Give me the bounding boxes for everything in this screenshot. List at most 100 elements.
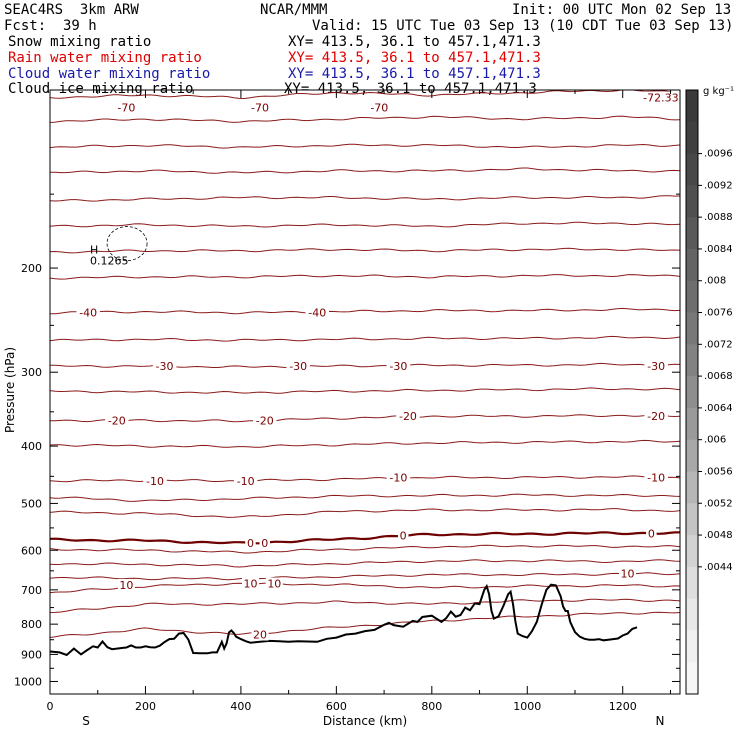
contour-label: -40 (308, 307, 326, 320)
y-tick-label: 400 (21, 440, 42, 453)
y-tick-label: 300 (21, 366, 42, 379)
high-marker-letter: H (90, 244, 98, 257)
contour-label: -10 (146, 475, 164, 488)
model-label: SEAC4RS 3km ARW (4, 2, 139, 18)
colorbar-swatch (686, 630, 698, 663)
colorbar-label: .0072 (704, 339, 733, 350)
isotherm-line (50, 195, 680, 202)
isotherm-line (50, 307, 680, 315)
field-snow-xy: XY= 413.5, 36.1 to 457.1,471.3 (288, 34, 541, 50)
colorbar-swatch (686, 312, 698, 345)
contour-label-bg (76, 306, 100, 319)
contour-label: 10 (243, 578, 257, 591)
isotherm-line (50, 439, 680, 448)
isotherm-line (50, 221, 680, 228)
colorbar-swatch (686, 90, 698, 123)
fcst-label: Fcst: 39 h (4, 18, 97, 34)
contour-label-bg (639, 91, 683, 104)
contour-label-bg (644, 410, 668, 423)
colorbar-swatch (686, 407, 698, 441)
colorbar-label: .008 (704, 276, 726, 287)
contour-label-bg (367, 101, 392, 114)
isotherm-line (50, 247, 680, 254)
contour-label: -30 (389, 360, 407, 373)
colorbar-label: .0088 (704, 212, 733, 223)
contour-label-bg (105, 414, 129, 427)
high-marker-value: 0.1265 (90, 255, 129, 268)
field-cloudice-xy: XY= 413.5, 36.1 to 457.1,471.3 (284, 81, 537, 97)
contour-label: -70 (251, 101, 269, 114)
contour-label-bg (114, 101, 139, 114)
contour-label-bg (248, 101, 272, 114)
field-snow-name: Snow mixing ratio (8, 34, 152, 50)
colorbar-label: .0048 (704, 530, 733, 541)
isotherm-line (50, 531, 680, 545)
contour-label: 0 (261, 537, 268, 550)
isotherm-line (50, 611, 680, 638)
contour-label-bg (646, 527, 657, 540)
contour-label: 10 (621, 568, 635, 581)
y-tick-label: 800 (21, 618, 42, 631)
field-rain-xy: XY= 413.5, 36.1 to 457.1,471.3 (288, 50, 541, 66)
contour-label: -30 (156, 360, 174, 373)
contour-label-bg (619, 567, 636, 580)
colorbar-swatch (686, 280, 698, 314)
y-axis-title: Pressure (hPa) (3, 347, 17, 433)
x-tick-label: 400 (230, 700, 251, 713)
contour-label: 10 (119, 579, 133, 592)
colorbar-swatch (686, 217, 698, 250)
south-label: S (82, 714, 90, 728)
colorbar-label: .0096 (704, 149, 733, 160)
contour-label-bg (152, 360, 177, 373)
colorbar-swatch (686, 471, 698, 504)
contour-label-bg (305, 306, 330, 319)
isotherm-line (50, 544, 680, 554)
contour-label: -30 (289, 360, 307, 373)
contour-label-bg (386, 471, 411, 484)
contour-label-bg (143, 474, 167, 487)
contour-label-bg (233, 474, 258, 487)
isotherm-line (50, 167, 680, 174)
y-tick-label: 700 (21, 584, 42, 597)
field-cloudwater-name: Cloud water mixing ratio (8, 66, 211, 82)
contour-label-bg (286, 360, 310, 373)
contour-label: -20 (108, 414, 126, 427)
colorbar-swatch (686, 153, 698, 186)
contour-label: 0 (400, 529, 407, 542)
colorbar-label: .0084 (704, 244, 733, 255)
colorbar-swatch (686, 185, 698, 218)
colorbar-swatch (686, 662, 698, 695)
colorbar-label: .0044 (704, 562, 733, 573)
colorbar-label: .0064 (704, 403, 733, 414)
contour-label-bg (644, 360, 668, 373)
contour-label: 10 (267, 578, 281, 591)
y-tick-label: 1000 (14, 675, 42, 688)
x-tick-label: 1200 (609, 700, 637, 713)
y-tick-label: 600 (21, 544, 42, 557)
field-cloudwater-xy: XY= 413.5, 36.1 to 457.1,471.3 (288, 66, 541, 82)
valid-label: Valid: 15 UTC Tue 03 Sep 13 (10 CDT Tue … (312, 18, 734, 34)
contour-label: -10 (237, 475, 255, 488)
contour-label-bg (253, 414, 277, 427)
contour-label: -40 (79, 307, 97, 320)
x-tick-label: 1000 (513, 700, 541, 713)
colorbar-swatch (686, 535, 698, 568)
contour-label-bg (396, 410, 420, 423)
field-rain-name: Rain water mixing ratio (8, 50, 202, 66)
contour-label-bg (397, 529, 409, 542)
contour-label: 0 (247, 537, 254, 550)
plot-frame (49, 89, 681, 695)
y-tick-label: 200 (21, 262, 42, 275)
contour-label-bg (241, 577, 259, 590)
isotherm-line (50, 582, 680, 594)
isotherm-line (50, 559, 680, 568)
contour-label-bg (265, 577, 283, 590)
contour-label: -30 (647, 360, 665, 373)
isotherm-line (50, 90, 680, 100)
colorbar: .0096 .0092 .0088 .0084 .008 .0076 .0072 .0068.… (685, 89, 733, 695)
contour-label: -20 (399, 410, 417, 423)
isotherm-line (50, 508, 680, 518)
contour-label-bg (386, 360, 411, 373)
isotherm-group (50, 90, 680, 657)
